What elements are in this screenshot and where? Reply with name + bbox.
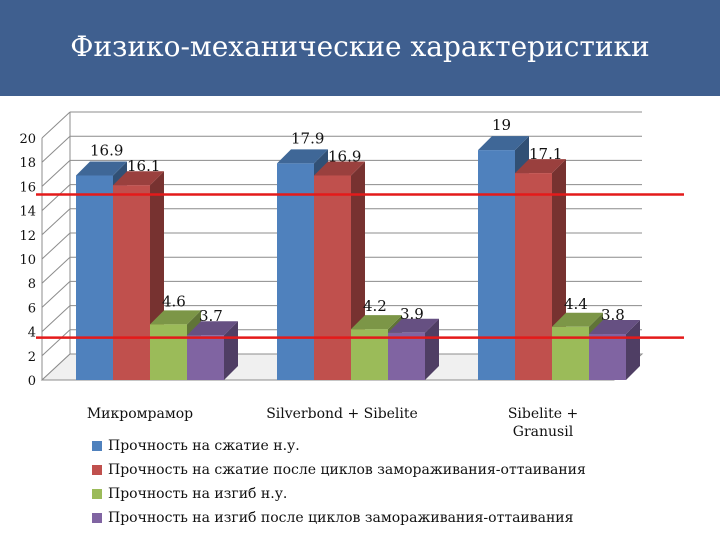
data-label: 16.1 <box>127 157 160 175</box>
x-category-label-line: Granusil <box>513 424 574 440</box>
data-label: 16.9 <box>90 142 123 160</box>
gridline-diagonal <box>41 329 71 357</box>
legend-label: Прочность на сжатие после циклов замораж… <box>108 462 586 478</box>
bar-top <box>150 310 201 325</box>
y-tick-label: 10 <box>19 253 36 268</box>
gridline-diagonal <box>41 111 71 139</box>
bar-top <box>589 320 640 335</box>
gridline-diagonal <box>41 232 71 260</box>
data-label: 17.9 <box>291 129 324 147</box>
data-label: 17.1 <box>529 145 562 163</box>
legend-item: Прочность на изгиб после циклов заморажи… <box>92 506 586 530</box>
y-tick-label: 0 <box>28 374 36 389</box>
y-tick-label: 4 <box>28 326 36 341</box>
x-category-label: Микромрамор <box>87 406 193 422</box>
y-tick-label: 2 <box>28 350 36 365</box>
data-label: 16.9 <box>328 148 361 166</box>
data-label: 3.8 <box>601 306 625 324</box>
legend-item: Прочность на сжатие после циклов замораж… <box>92 458 586 482</box>
legend-label: Прочность на изгиб н.у. <box>108 486 288 502</box>
bar-side <box>224 321 238 380</box>
y-tick-label: 6 <box>28 301 36 316</box>
bar <box>187 335 224 380</box>
legend-swatch <box>92 489 102 499</box>
gridline-diagonal <box>41 305 71 332</box>
x-category-label-line: Sibelite + <box>508 406 578 422</box>
bar <box>76 175 113 380</box>
gridline-diagonal <box>41 256 71 284</box>
bar-top <box>552 312 603 327</box>
legend-swatch <box>92 513 102 523</box>
y-tick-label: 14 <box>19 205 36 220</box>
legend-swatch <box>92 465 102 475</box>
gridline-diagonal <box>41 281 71 308</box>
y-tick-label: 16 <box>19 180 36 195</box>
bar <box>388 332 425 380</box>
bar-top <box>515 159 566 174</box>
legend-label: Прочность на изгиб после циклов заморажи… <box>108 510 574 526</box>
data-label: 3.9 <box>400 305 424 323</box>
bar <box>150 324 187 380</box>
bar-side <box>425 318 439 380</box>
bar-top <box>113 171 164 186</box>
legend-item: Прочность на сжатие н.у. <box>92 434 586 458</box>
slide-header: Физико-механические характеристики <box>0 0 720 96</box>
bar-top <box>277 149 328 164</box>
data-label: 3.7 <box>199 307 223 325</box>
gridline-diagonal <box>41 208 71 236</box>
bar-top <box>187 321 238 336</box>
bar <box>113 185 150 380</box>
data-label: 4.6 <box>162 292 186 310</box>
bar-top <box>351 315 402 330</box>
bar-top <box>478 136 529 151</box>
gridline-diagonal <box>41 135 71 163</box>
bar <box>277 163 314 380</box>
bar <box>314 175 351 380</box>
gridline-diagonal <box>41 184 71 211</box>
bar <box>552 326 589 380</box>
bar <box>589 334 626 380</box>
gridline-diagonal <box>41 160 71 187</box>
legend-swatch <box>92 441 102 451</box>
y-tick-label: 8 <box>28 277 36 292</box>
legend-label: Прочность на сжатие н.у. <box>108 438 300 454</box>
data-label: 4.2 <box>363 297 387 315</box>
legend-item: Прочность на изгиб н.у. <box>92 482 586 506</box>
y-tick-label: 12 <box>19 229 36 244</box>
bar-top <box>76 161 127 176</box>
x-category-label: Sibelite + Granusil <box>508 406 578 440</box>
slide-title: Физико-механические характеристики <box>70 30 650 63</box>
bar-side <box>626 320 640 380</box>
bar-top <box>314 161 365 176</box>
y-tick-label: 18 <box>19 156 36 171</box>
data-label: 4.4 <box>564 295 588 313</box>
data-label: 19 <box>492 116 511 134</box>
bar-top <box>388 318 439 333</box>
y-tick-label: 20 <box>19 132 36 147</box>
bar <box>478 150 515 380</box>
chart-legend: Прочность на сжатие н.у. Прочность на сжа… <box>92 434 586 530</box>
bar <box>515 173 552 380</box>
x-category-label: Silverbond + Sibelite <box>266 406 418 422</box>
